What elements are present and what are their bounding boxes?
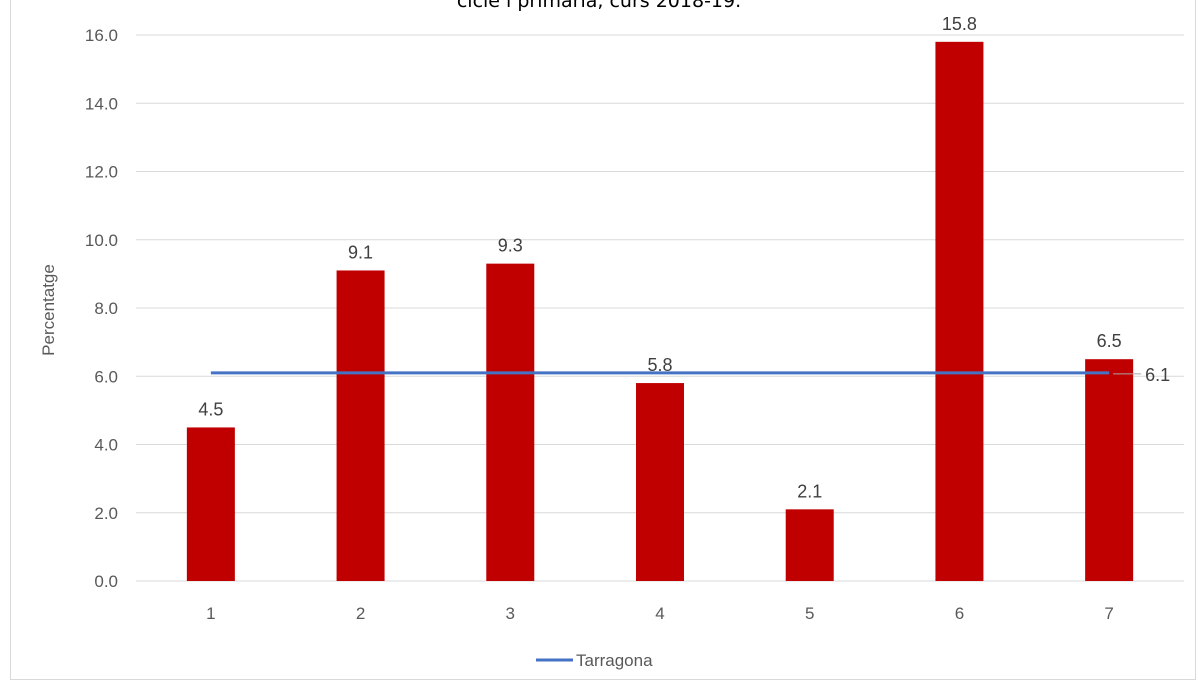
data-label: 9.3 <box>498 236 523 256</box>
bar-4 <box>636 383 684 581</box>
x-tick-label: 3 <box>506 604 515 623</box>
bar-6 <box>935 41 984 581</box>
y-axis-title: Percentatge <box>39 264 58 356</box>
y-tick-label: 0.0 <box>94 572 118 591</box>
data-label: 15.8 <box>942 14 977 34</box>
bar-1 <box>186 427 235 581</box>
legend: Tarragona <box>536 651 653 670</box>
chart-title: cicle i primària, curs 2018-19. <box>456 0 742 12</box>
x-tick-label: 6 <box>955 604 964 623</box>
y-tick-label: 16.0 <box>85 26 118 45</box>
bars <box>186 41 1134 581</box>
bar-7 <box>1085 359 1134 581</box>
x-axis-ticks: 1 2 3 4 5 6 7 <box>206 604 1114 623</box>
x-tick-label: 4 <box>655 604 664 623</box>
y-tick-label: 4.0 <box>94 436 118 455</box>
y-axis-ticks: 0.0 2.0 4.0 6.0 8.0 10.0 12.0 14.0 16.0 <box>85 26 118 591</box>
bar-2 <box>336 270 385 581</box>
y-tick-label: 8.0 <box>94 299 118 318</box>
bar-3 <box>486 263 535 581</box>
data-label: 9.1 <box>348 242 373 262</box>
data-label: 2.1 <box>797 481 822 501</box>
data-label: 5.8 <box>647 355 672 375</box>
legend-label-tarragona: Tarragona <box>576 651 653 670</box>
y-tick-label: 14.0 <box>85 94 118 113</box>
data-label: 6.5 <box>1097 331 1122 351</box>
x-tick-label: 7 <box>1104 604 1113 623</box>
y-tick-label: 2.0 <box>94 504 118 523</box>
y-tick-label: 12.0 <box>85 163 118 182</box>
y-tick-label: 6.0 <box>94 367 118 386</box>
bar-5 <box>785 509 834 581</box>
data-label: 4.5 <box>198 399 223 419</box>
x-tick-label: 5 <box>805 604 814 623</box>
data-labels: 4.5 9.1 9.3 5.8 2.1 15.8 6.5 <box>198 14 1121 502</box>
y-tick-label: 10.0 <box>85 231 118 250</box>
reference-line-label: 6.1 <box>1145 365 1170 385</box>
x-tick-label: 1 <box>206 604 215 623</box>
gridlines <box>136 34 1184 582</box>
x-tick-label: 2 <box>356 604 365 623</box>
reference-line-group: 6.1 <box>210 365 1170 385</box>
